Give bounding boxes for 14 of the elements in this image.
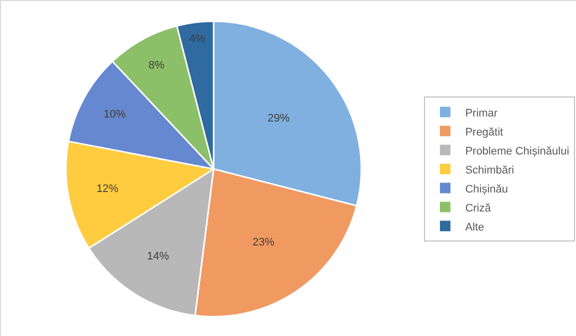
data-label: 14% — [146, 250, 170, 262]
data-label: 10% — [104, 108, 126, 121]
legend-label: Pregătit — [465, 126, 504, 138]
legend-label: Alte — [465, 221, 484, 234]
legend-label: Primar — [465, 107, 498, 120]
data-label: 29% — [268, 112, 290, 124]
data-label: 8% — [148, 59, 165, 72]
legend-label: Schimbări — [465, 164, 514, 176]
data-label: 23% — [252, 236, 275, 249]
data-label: 12% — [96, 183, 119, 196]
legend-label: Chișinău — [465, 183, 508, 196]
legend-label: Criză — [465, 202, 492, 214]
legend-label: Probleme Chișinăului — [465, 145, 570, 158]
data-label: 4% — [189, 32, 206, 45]
